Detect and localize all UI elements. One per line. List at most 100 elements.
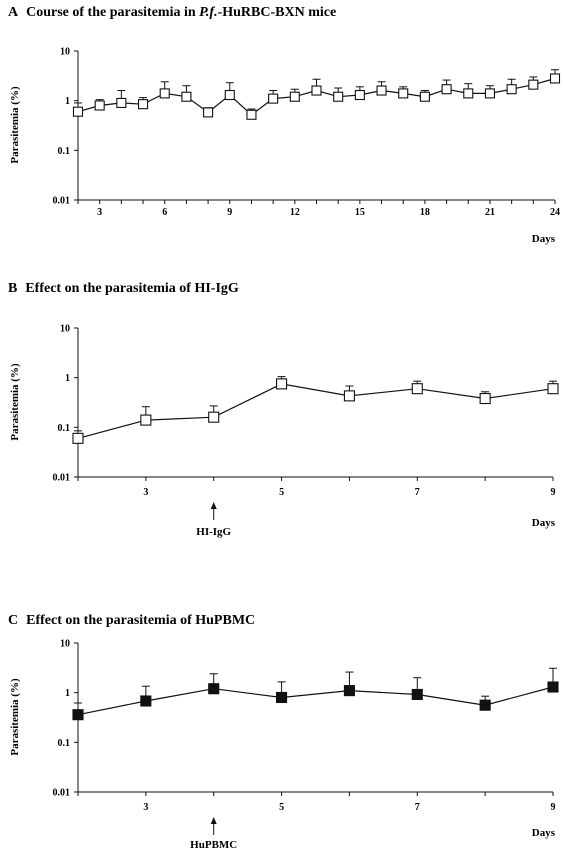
panel-b-annotation-label: HI-IgG xyxy=(196,526,231,538)
data-point xyxy=(484,88,496,99)
panel-a-ylabel: Parasitemia (%) xyxy=(9,86,21,164)
data-point xyxy=(72,709,84,721)
data-point xyxy=(224,89,235,101)
x-tick-label: 5 xyxy=(279,487,284,498)
data-point xyxy=(289,91,300,102)
data-point xyxy=(116,97,127,108)
data-point xyxy=(547,383,559,395)
data-point xyxy=(354,89,365,101)
panel-c-y-ticks: 0.01 0.1 1 10 xyxy=(53,639,78,799)
data-point xyxy=(276,378,288,390)
x-tick-label: 7 xyxy=(415,487,420,498)
panel-b-ylabel: Parasitemia (%) xyxy=(9,363,21,441)
x-tick-label: 21 xyxy=(485,207,495,218)
y-tick-label: 10 xyxy=(60,639,70,650)
y-tick-label: 1 xyxy=(65,373,70,384)
panel-c-ylabel: Parasitemia (%) xyxy=(9,678,21,756)
x-tick-label: 18 xyxy=(420,207,430,218)
x-tick-label: 9 xyxy=(551,802,556,813)
y-tick-label: 10 xyxy=(60,324,70,335)
panel-b: B Effect on the parasitemia of HI-IgG Par… xyxy=(8,281,559,538)
panel-b-title: B Effect on the parasitemia of HI-IgG xyxy=(8,281,239,296)
panel-b-title-pre: Effect on the parasitemia of HI-IgG xyxy=(25,281,239,296)
y-tick-label: 0.01 xyxy=(53,473,71,484)
x-tick-label: 9 xyxy=(551,487,556,498)
y-tick-label: 1 xyxy=(65,688,70,699)
x-tick-label: 24 xyxy=(550,207,560,218)
x-tick-label: 7 xyxy=(415,802,420,813)
data-point xyxy=(463,88,474,99)
data-point xyxy=(549,73,561,84)
series-line xyxy=(77,686,554,716)
x-tick-label: 9 xyxy=(227,207,232,218)
panel-a-title-post: -HuRBC-BXN mice xyxy=(218,5,337,20)
panel-c-x-ticks: 3 5 7 9 xyxy=(77,792,556,813)
y-tick-label: 10 xyxy=(60,47,70,58)
data-point xyxy=(137,99,149,110)
data-point xyxy=(411,383,423,395)
panel-b-annotation: HI-IgG xyxy=(196,502,232,538)
panel-c-annotation-label: HuPBMC xyxy=(190,839,237,851)
panel-a-letter: A xyxy=(8,5,19,20)
x-tick-label: 3 xyxy=(143,487,148,498)
y-tick-label: 1 xyxy=(65,96,70,107)
panel-a-x-ticks: 3 6 9 12 15 18 21 24 xyxy=(77,200,560,218)
data-point xyxy=(246,109,257,120)
x-tick-label: 12 xyxy=(290,207,300,218)
data-point xyxy=(208,411,220,423)
y-tick-label: 0.1 xyxy=(58,146,71,157)
panel-b-xlabel: Days xyxy=(532,517,556,529)
data-point xyxy=(276,691,288,704)
data-point xyxy=(411,688,423,701)
panel-a-title: A Course of the parasitemia in P.f.-HuRBC… xyxy=(8,5,336,20)
panel-a-title-pre: Course of the parasitemia in xyxy=(26,5,199,20)
panel-c: C Effect on the parasitemia of HuPBMC Par… xyxy=(8,613,559,851)
y-tick-label: 0.1 xyxy=(58,738,71,749)
data-point xyxy=(72,432,84,444)
data-point xyxy=(268,93,279,104)
data-point xyxy=(479,392,491,405)
series-line xyxy=(77,383,554,439)
data-point xyxy=(311,85,322,96)
data-point xyxy=(140,414,152,426)
data-point xyxy=(547,681,559,693)
data-point xyxy=(419,91,430,102)
data-point xyxy=(94,100,105,111)
x-tick-label: 3 xyxy=(143,802,148,813)
x-tick-label: 3 xyxy=(97,207,102,218)
x-tick-label: 5 xyxy=(279,802,284,813)
data-point xyxy=(140,695,152,707)
panel-c-xlabel: Days xyxy=(532,827,556,839)
data-point xyxy=(159,88,170,99)
panel-b-letter: B xyxy=(8,281,17,296)
y-tick-label: 0.01 xyxy=(53,788,71,799)
panel-c-data xyxy=(72,667,559,721)
panel-c-title-pre: Effect on the parasitemia of HuPBMC xyxy=(26,613,255,628)
data-point xyxy=(506,84,517,95)
data-point xyxy=(479,699,491,711)
panel-c-annotation: HuPBMC xyxy=(190,817,237,851)
data-point xyxy=(203,107,214,118)
data-point xyxy=(343,390,355,402)
panel-c-letter: C xyxy=(8,613,18,628)
data-point xyxy=(376,85,387,96)
data-point xyxy=(343,685,355,697)
x-tick-label: 6 xyxy=(162,207,167,218)
panel-a-title-em: P.f. xyxy=(199,5,217,20)
data-point xyxy=(181,91,192,102)
panel-c-arrow-head xyxy=(210,817,217,824)
data-point xyxy=(398,88,409,99)
panel-a-y-ticks: 0.01 0.1 1 10 xyxy=(53,47,78,207)
panel-b-y-ticks: 0.01 0.1 1 10 xyxy=(53,324,78,484)
panel-a-xlabel: Days xyxy=(532,233,556,245)
panel-b-arrow-head xyxy=(210,502,217,509)
panel-b-data xyxy=(72,376,559,444)
data-point xyxy=(208,683,220,695)
x-tick-label: 15 xyxy=(355,207,365,218)
panel-c-title: C Effect on the parasitemia of HuPBMC xyxy=(8,613,255,628)
panel-a-data xyxy=(72,69,561,120)
y-tick-label: 0.1 xyxy=(58,423,71,434)
y-tick-label: 0.01 xyxy=(53,196,71,207)
data-point xyxy=(441,84,452,95)
